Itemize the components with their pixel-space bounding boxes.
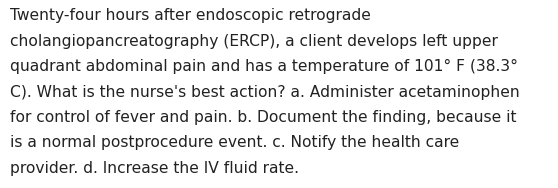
Text: is a normal postprocedure event. c. Notify the health care: is a normal postprocedure event. c. Noti… bbox=[10, 135, 459, 150]
Text: Twenty-four hours after endoscopic retrograde: Twenty-four hours after endoscopic retro… bbox=[10, 8, 371, 24]
Text: for control of fever and pain. b. Document the finding, because it: for control of fever and pain. b. Docume… bbox=[10, 110, 517, 125]
Text: provider. d. Increase the IV fluid rate.: provider. d. Increase the IV fluid rate. bbox=[10, 161, 299, 176]
Text: cholangiopancreatography (ERCP), a client develops left upper: cholangiopancreatography (ERCP), a clien… bbox=[10, 34, 498, 49]
Text: quadrant abdominal pain and has a temperature of 101° F (38.3°: quadrant abdominal pain and has a temper… bbox=[10, 59, 518, 74]
Text: C). What is the nurse's best action? a. Administer acetaminophen: C). What is the nurse's best action? a. … bbox=[10, 85, 520, 100]
